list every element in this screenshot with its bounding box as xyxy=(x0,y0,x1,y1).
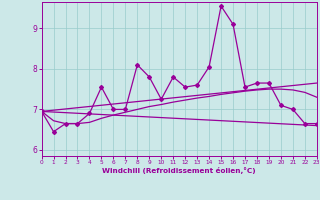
X-axis label: Windchill (Refroidissement éolien,°C): Windchill (Refroidissement éolien,°C) xyxy=(102,167,256,174)
